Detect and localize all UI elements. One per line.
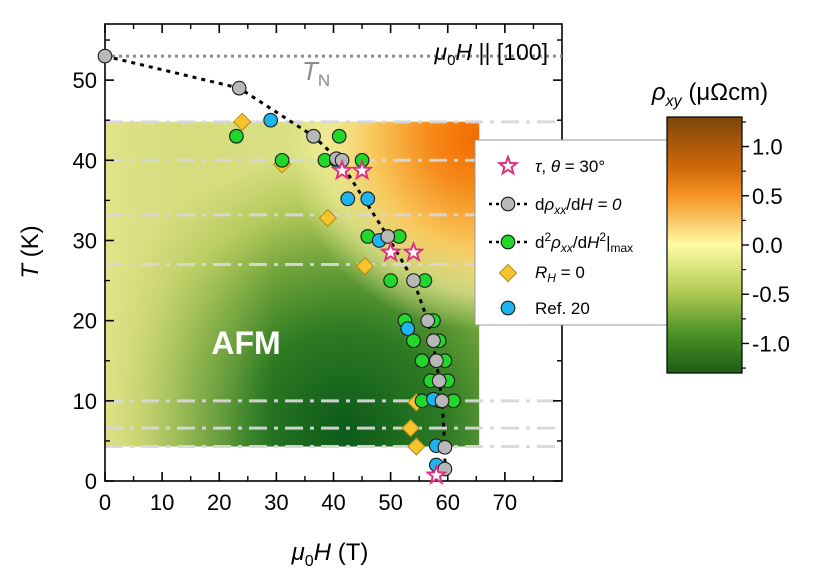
drho_dH_zero-marker <box>231 80 247 96</box>
y-tick-label: 10 <box>73 389 97 414</box>
y-tick-label: 50 <box>73 68 97 93</box>
x-axis-title-main: H <box>314 539 332 566</box>
d2rho_dH2_max-marker <box>414 353 430 369</box>
x-tick-label: 70 <box>493 490 517 515</box>
rh_zero-marker <box>318 208 337 228</box>
drho_dH_zero-marker <box>97 48 113 64</box>
colorbar-tick-label: 0.5 <box>752 184 783 209</box>
y-axis-title-unit: (K) <box>17 225 44 264</box>
x-axis-title: μ0H (T) <box>291 539 369 570</box>
legend-marker-d2rho_dH2_max <box>500 234 516 250</box>
drho-dh-trend-line <box>104 54 447 469</box>
drho_dH_zero-marker <box>380 229 396 244</box>
y-tick-label: 20 <box>73 309 97 334</box>
x-axis-title-sub: 0 <box>305 553 314 570</box>
colorbar-tick-label: 0.0 <box>752 233 783 258</box>
colorbar-tick-label: 1.0 <box>752 135 783 160</box>
tau_theta30-marker <box>425 463 448 486</box>
legend-entry-rh: RH = 0 <box>535 263 585 285</box>
colorbar-title-main: ρ <box>651 79 666 106</box>
y-axis-title-main: T <box>17 262 44 279</box>
colorbar-title-sub: xy <box>665 93 683 110</box>
rh_zero-marker <box>407 437 426 456</box>
ref20-marker <box>263 112 279 128</box>
drho_dH_zero-marker <box>434 393 450 409</box>
drho_dH_zero-marker <box>420 313 436 328</box>
tau_theta30-marker <box>350 158 374 181</box>
legend-marker-drho_dH_zero <box>500 196 516 212</box>
ref20-marker <box>340 191 356 207</box>
field-annotation-rest: || [100] <box>472 39 548 65</box>
x-tick-label: 60 <box>436 490 460 515</box>
tau_theta30-marker <box>330 158 354 181</box>
ref20-marker <box>400 321 416 337</box>
x-tick-label: 30 <box>264 490 288 515</box>
rh_zero-marker <box>401 418 420 438</box>
rh_zero-marker <box>355 256 375 276</box>
colorbar-tick-label: -0.5 <box>752 282 790 307</box>
legend-marker-rh_zero <box>498 263 518 283</box>
legend-entry-ref20: Ref. 20 <box>535 299 590 318</box>
field-direction-annotation: μ0H || [100] <box>434 39 548 69</box>
colorbar-title: ρxy (μΩcm) <box>651 79 768 110</box>
x-tick-label: 40 <box>321 490 345 515</box>
legend-marker-ref20 <box>500 300 516 316</box>
legend-marker-tau_theta30 <box>496 154 520 176</box>
d2rho_dH2_max-marker <box>406 333 421 349</box>
legend-entry-drho-dh: dρxx/dH = 0 <box>535 195 622 217</box>
drho_dH_zero-marker <box>437 439 453 455</box>
y-tick-label: 0 <box>85 469 97 494</box>
x-axis-title-unit: (T) <box>331 539 368 566</box>
field-annotation-prefix: μ <box>434 39 448 65</box>
tau_theta30-marker <box>379 240 402 263</box>
x-tick-label: 20 <box>207 490 231 515</box>
x-tick-labels: 0 10 20 30 40 50 60 70 <box>99 490 517 515</box>
x-axis-ticks <box>104 24 535 481</box>
x-axis-title-prefix: μ <box>291 539 305 566</box>
colorbar-title-unit: (μΩcm) <box>682 79 768 106</box>
ref20-marker <box>360 191 376 207</box>
x-tick-label: 50 <box>378 490 402 515</box>
drho_dH_zero-marker <box>306 128 321 144</box>
d2rho_dH2_max-marker <box>229 128 244 144</box>
legend: τ, θ = 30° dρxx/dH = 0 d2ρxx/dH2|max RH … <box>474 139 671 326</box>
drho_dH_zero-marker <box>431 373 447 389</box>
drho_dH_zero-marker <box>406 273 421 288</box>
y-axis-title: T (K) <box>17 225 44 278</box>
tn-label: TN <box>302 56 330 90</box>
y-tick-label: 40 <box>73 148 97 173</box>
colorbar-ticks: 1.0 0.5 0.0 -0.5 -1.0 <box>742 121 790 369</box>
legend-markers <box>489 154 527 316</box>
y-tick-label: 30 <box>73 228 97 253</box>
d2rho_dH2_max-marker <box>331 128 347 144</box>
colorbar-tick-label: -1.0 <box>752 331 790 356</box>
colorbar <box>666 116 743 374</box>
drho_dH_zero-marker <box>428 353 444 369</box>
tn-label-sub: N <box>318 71 330 90</box>
tau_theta30-marker <box>402 240 425 263</box>
data-markers <box>97 48 461 486</box>
afm-phase-label: AFM <box>211 325 280 361</box>
legend-entry-d2rho: d2ρxx/dH2|max <box>535 230 633 255</box>
tn-label-main: T <box>302 56 320 86</box>
field-annotation-main: H <box>455 39 472 65</box>
legend-entry-tau: τ, θ = 30° <box>535 157 605 176</box>
x-tick-label: 10 <box>150 490 174 515</box>
field-annotation-sub: 0 <box>447 52 455 69</box>
y-tick-labels: 0 10 20 30 40 50 <box>73 68 97 494</box>
d2rho_dH2_max-marker <box>383 273 398 288</box>
x-tick-label: 0 <box>99 490 111 515</box>
rh_zero-marker <box>232 112 252 132</box>
d2rho_dH2_max-marker <box>274 152 290 168</box>
drho_dH_zero-marker <box>426 333 441 349</box>
